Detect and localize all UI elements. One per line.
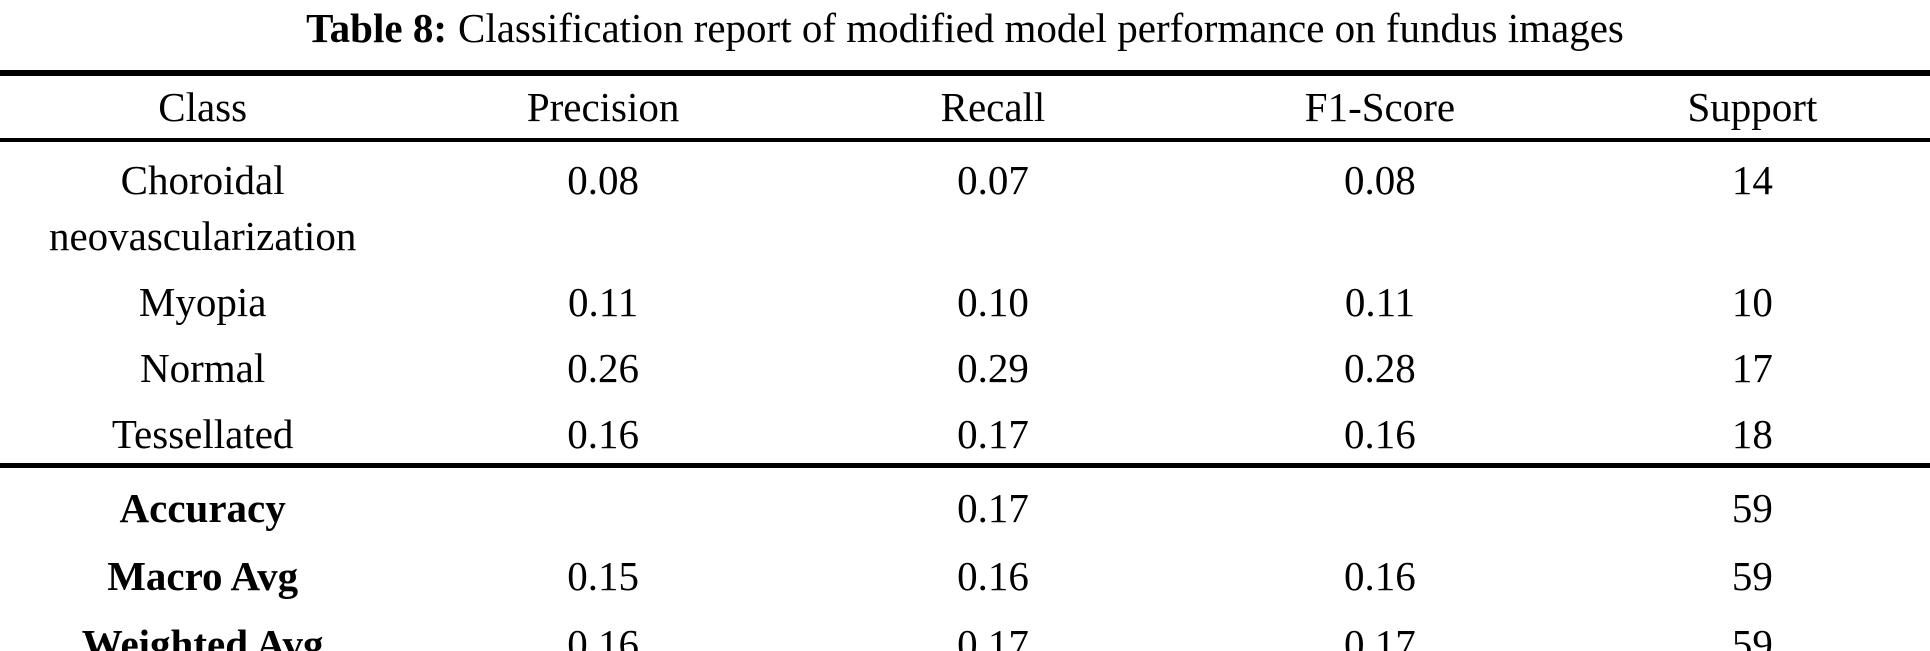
- cell-recall: 0.10: [957, 279, 1029, 325]
- cell-f1-score: 0.17: [1344, 620, 1416, 651]
- summary-label: Macro Avg: [107, 552, 299, 599]
- cell-class: Normal: [140, 345, 266, 391]
- summary-row-accuracy: Accuracy 0.17 59: [0, 465, 1930, 536]
- column-header-support: Support: [1687, 84, 1818, 130]
- cell-support: 18: [1731, 411, 1773, 457]
- table-caption: Table 8: Classification report of modifi…: [0, 0, 1930, 70]
- cell-support: 59: [1731, 620, 1773, 651]
- cell-recall: 0.17: [957, 484, 1029, 531]
- table-row-normal: Normal 0.26 0.29 0.28 17: [0, 330, 1930, 396]
- cell-precision: 0.16: [567, 411, 639, 457]
- cell-support: 14: [1731, 157, 1773, 203]
- table-caption-label: Table 8:: [306, 5, 447, 51]
- cell-f1-score: 0.11: [1344, 279, 1416, 325]
- class-rows-section: Choroidal neovascularization 0.08 0.07 0…: [0, 140, 1930, 465]
- cell-f1-score: 0.08: [1344, 157, 1416, 203]
- cell-precision: 0.16: [567, 620, 639, 651]
- column-header-precision: Precision: [526, 84, 680, 130]
- cell-support: 59: [1731, 552, 1773, 599]
- table-row-tessellated: Tessellated 0.16 0.17 0.16 18: [0, 396, 1930, 465]
- column-header-class: Class: [158, 84, 248, 130]
- cell-f1-score: [1185, 465, 1575, 536]
- table-row-choroidal-neovascularization: Choroidal neovascularization 0.08 0.07 0…: [0, 140, 1930, 264]
- cell-recall: 0.17: [957, 620, 1029, 651]
- cell-support: 10: [1731, 279, 1773, 325]
- summary-label: Weighted Avg: [81, 620, 324, 651]
- summary-row-weighted-avg: Weighted Avg 0.16 0.17 0.17 59: [0, 604, 1930, 651]
- cell-recall: 0.29: [957, 345, 1029, 391]
- cell-recall: 0.07: [957, 157, 1029, 203]
- cell-f1-score: 0.16: [1344, 552, 1416, 599]
- cell-precision: [405, 465, 801, 536]
- summary-row-macro-avg: Macro Avg 0.15 0.16 0.16 59: [0, 536, 1930, 604]
- cell-precision: 0.08: [567, 157, 639, 203]
- table-row-myopia: Myopia 0.11 0.10 0.11 10: [0, 264, 1930, 330]
- summary-label: Accuracy: [119, 484, 286, 531]
- cell-class: Tessellated: [111, 411, 294, 457]
- cell-f1-score: 0.28: [1344, 345, 1416, 391]
- column-header-recall: Recall: [940, 84, 1046, 130]
- cell-precision: 0.26: [567, 345, 639, 391]
- cell-f1-score: 0.16: [1344, 411, 1416, 457]
- summary-rows-section: Accuracy 0.17 59 Macro Avg 0.15 0.16 0.1…: [0, 465, 1930, 651]
- cell-class: Choroidal neovascularization: [48, 157, 357, 259]
- cell-class: Myopia: [138, 279, 267, 325]
- cell-recall: 0.17: [957, 411, 1029, 457]
- column-header-f1-score: F1-Score: [1304, 84, 1456, 130]
- header-row: Class Precision Recall F1-Score Support: [0, 73, 1930, 140]
- cell-precision: 0.11: [568, 279, 639, 325]
- cell-recall: 0.16: [957, 552, 1029, 599]
- cell-support: 59: [1731, 484, 1773, 531]
- table-header: Class Precision Recall F1-Score Support: [0, 73, 1930, 140]
- cell-support: 17: [1731, 345, 1773, 391]
- cell-precision: 0.15: [567, 552, 639, 599]
- classification-report-table: Class Precision Recall F1-Score Support …: [0, 70, 1930, 651]
- table-caption-text: Classification report of modified model …: [457, 5, 1624, 51]
